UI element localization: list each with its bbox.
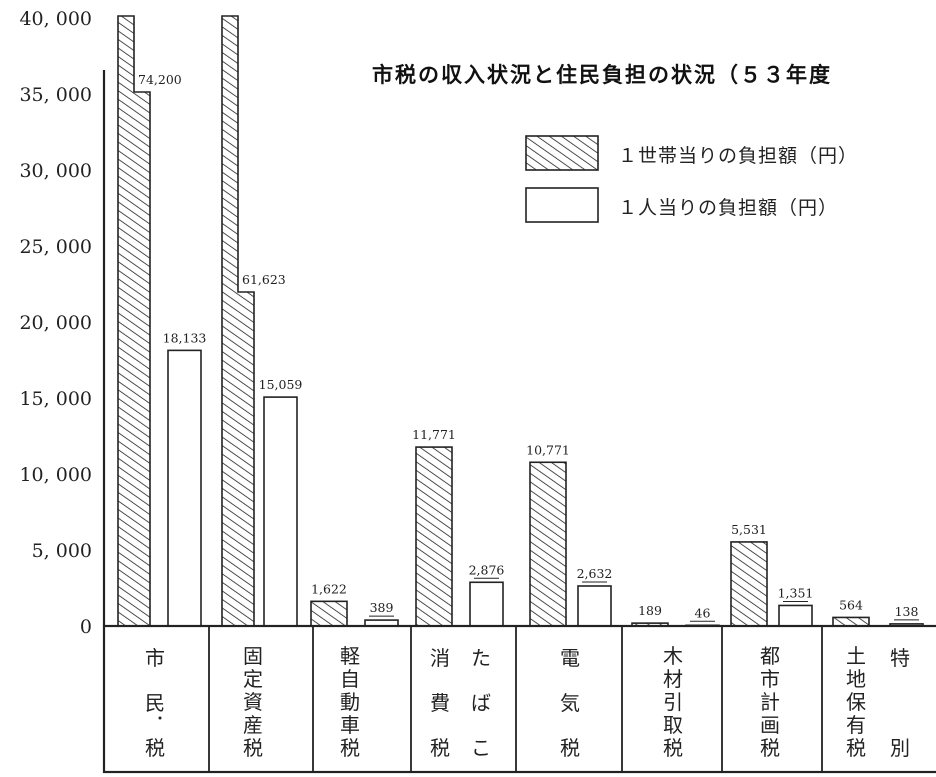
y-axis: 0 5, 000 10, 000 15, 000 20, 000 25, 000 30, 0… bbox=[19, 8, 106, 638]
category-label-toshikeikaku: 計 bbox=[760, 690, 780, 714]
value-label: 10,771 bbox=[526, 442, 570, 457]
category-label-kotei: 資 bbox=[243, 690, 263, 714]
category-label-denki: 税 bbox=[560, 736, 580, 760]
legend-swatch-person bbox=[525, 187, 599, 223]
y-tick-label: 25, 000 bbox=[19, 236, 92, 258]
category-label-keijidousha: 動 bbox=[340, 690, 360, 714]
category-label-keijidousha: 自 bbox=[340, 667, 360, 691]
legend-label-person: １人当りの負担額（円） bbox=[618, 197, 838, 219]
value-label: 1,622 bbox=[311, 581, 347, 596]
category-table-frame bbox=[102, 624, 936, 774]
y-tick-label: 20, 000 bbox=[19, 312, 92, 334]
category-label-keijidousha: 車 bbox=[340, 713, 360, 737]
category-label-kotei: 固 bbox=[243, 644, 263, 668]
category-label-tochi: 税 bbox=[846, 736, 866, 760]
y-tick-label: 5, 000 bbox=[32, 540, 92, 562]
category-label-kotei: 税 bbox=[243, 736, 263, 760]
y-tick-label: 15, 000 bbox=[19, 388, 92, 410]
category-label-tabako: こ bbox=[471, 736, 491, 760]
category-label-tokubetsu: 別 bbox=[890, 736, 910, 760]
bar-person-3 bbox=[469, 581, 504, 627]
value-label: 61,623 bbox=[242, 272, 286, 287]
category-label-shohi: 消 bbox=[430, 646, 450, 670]
category-label-shimin: 税 bbox=[145, 736, 165, 760]
y-tick-label: 0 bbox=[80, 616, 92, 638]
bar-household-2 bbox=[310, 600, 348, 627]
category-label-shimin: 市 bbox=[145, 646, 165, 670]
legend-swatch-household bbox=[525, 135, 599, 171]
category-dot bbox=[158, 716, 162, 720]
value-label: 18,133 bbox=[163, 330, 207, 345]
category-label-keijidousha: 軽 bbox=[340, 644, 360, 668]
bar-household-3 bbox=[415, 446, 453, 627]
category-label-shohi: 費 bbox=[430, 691, 450, 715]
y-tick-label: 40, 000 bbox=[19, 8, 92, 30]
category-label-toshikeikaku: 都 bbox=[760, 644, 780, 668]
value-label: 2,632 bbox=[577, 566, 613, 581]
value-label: 2,876 bbox=[469, 562, 505, 577]
bar-person-1 bbox=[263, 396, 298, 627]
bar-person-4 bbox=[577, 585, 612, 627]
category-label-toshikeikaku: 市 bbox=[760, 667, 780, 691]
category-label-toshikeikaku: 画 bbox=[760, 713, 780, 737]
category-label-kotei: 定 bbox=[243, 667, 263, 691]
legend: １世帯当りの負担額（円） １人当りの負担額（円） bbox=[525, 135, 858, 223]
category-label-tochi: 地 bbox=[846, 667, 866, 691]
category-label-tabako: た bbox=[471, 646, 491, 670]
category-label-tochi: 土 bbox=[846, 644, 866, 668]
y-tick-label: 30, 000 bbox=[19, 160, 92, 182]
bar-household-6 bbox=[730, 541, 768, 627]
category-label-denki: 電 bbox=[560, 646, 580, 670]
y-tick-label: 10, 000 bbox=[19, 464, 92, 486]
bar-person-0 bbox=[167, 349, 202, 627]
chart-title: 市税の収入状況と住民負担の状況（５３年度 bbox=[372, 63, 832, 87]
bars-layer bbox=[117, 15, 924, 627]
legend-label-household: １世帯当りの負担額（円） bbox=[618, 145, 858, 167]
value-label: 138 bbox=[895, 604, 919, 619]
bar-person-6 bbox=[778, 604, 813, 627]
value-label: 189 bbox=[638, 603, 662, 618]
bar-household-0 bbox=[117, 15, 151, 627]
category-label-tochi: 有 bbox=[846, 713, 866, 737]
value-labels-layer: 74,200 18,133 61,623 15,059 1,622 389 11,771 2,… bbox=[138, 72, 919, 622]
category-label-kotei: 産 bbox=[243, 713, 263, 737]
bar-household-7 bbox=[832, 616, 870, 627]
category-label-mokuzai: 材 bbox=[663, 667, 683, 691]
category-label-mokuzai: 木 bbox=[663, 644, 683, 668]
category-label-tabako: ば bbox=[471, 691, 491, 715]
category-label-denki: 気 bbox=[560, 691, 580, 715]
category-label-mokuzai: 取 bbox=[663, 713, 683, 737]
category-label-keijidousha: 税 bbox=[340, 736, 360, 760]
bar-household-4 bbox=[529, 461, 567, 627]
y-tick-label: 35, 000 bbox=[19, 84, 92, 106]
category-label-shimin: 民 bbox=[145, 691, 165, 715]
category-label-mokuzai: 引 bbox=[663, 690, 683, 714]
value-label: 564 bbox=[839, 597, 863, 612]
category-label-tochi: 保 bbox=[846, 690, 866, 714]
value-label: 46 bbox=[695, 605, 711, 620]
value-label: 1,351 bbox=[778, 585, 814, 600]
value-label: 11,771 bbox=[412, 427, 456, 442]
value-label: 389 bbox=[370, 600, 394, 615]
category-label-mokuzai: 税 bbox=[663, 736, 683, 760]
category-label-shohi: 税 bbox=[430, 736, 450, 760]
value-label: 5,531 bbox=[731, 522, 767, 537]
value-label: 74,200 bbox=[138, 72, 182, 87]
category-label-toshikeikaku: 税 bbox=[760, 736, 780, 760]
category-label-tokubetsu: 特 bbox=[890, 646, 910, 670]
bar-household-1 bbox=[221, 15, 255, 627]
value-label: 15,059 bbox=[259, 377, 303, 392]
